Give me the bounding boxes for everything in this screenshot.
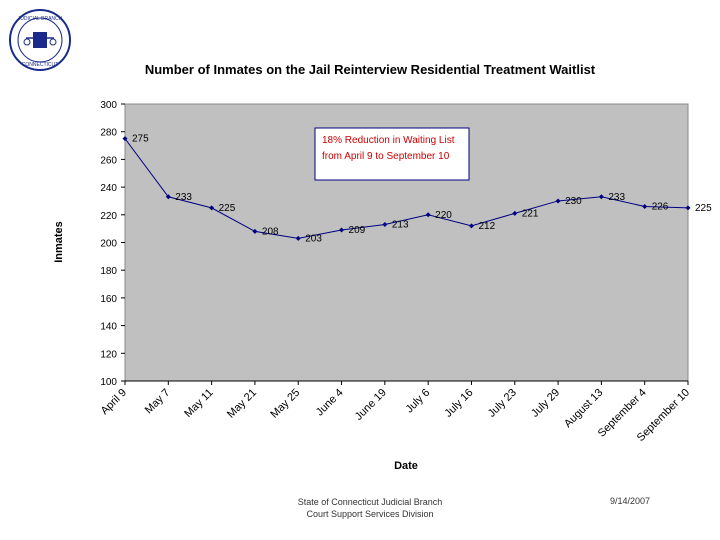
data-point [598,194,604,200]
series-line [124,138,689,239]
chart-title: Number of Inmates on the Jail Reintervie… [144,62,596,77]
data-point [555,198,561,204]
footer-organization: State of Connecticut Judicial Branch Cou… [250,496,490,520]
data-label: 275 [132,134,149,145]
svg-text:CONNECTICUT: CONNECTICUT [22,62,58,68]
y-tick-label: 160 [100,294,117,305]
y-tick-label: 200 [100,239,117,250]
x-tick-label: May 11 [182,387,215,420]
y-tick-label: 220 [100,211,117,222]
data-label: 225 [695,203,712,214]
data-label: 212 [478,221,495,232]
data-point [642,203,648,209]
y-tick-label: 300 [100,100,117,111]
x-axis-label: Date [394,460,418,472]
annotation-text: 18% Reduction in Waiting List [322,135,455,146]
data-point [209,205,215,211]
data-point [685,205,691,211]
data-label: 233 [608,192,625,203]
judicial-seal-logo: JUDICIAL BRANCH CONNECTICUT [9,9,71,71]
data-label: 221 [522,208,539,219]
x-tick-label: August 13 [562,387,606,431]
data-point [122,136,128,142]
data-label: 209 [349,225,366,236]
data-point [252,228,258,234]
y-axis-label: Inmates [53,221,65,263]
data-point [295,235,301,241]
x-tick-label: July 23 [486,387,519,420]
data-label: 225 [219,203,236,214]
data-label: 213 [392,219,409,230]
x-tick-label: July 6 [403,387,432,416]
data-point [468,223,474,229]
y-tick-label: 180 [100,266,117,277]
y-tick-label: 100 [100,377,117,388]
annotation-text: from April 9 to September 10 [322,151,450,162]
x-tick-label: July 29 [529,387,562,420]
data-point [165,194,171,200]
data-label: 208 [262,226,279,237]
x-tick-label: June 4 [314,387,346,419]
x-tick-label: May 25 [268,387,302,421]
x-tick-label: June 19 [353,387,389,423]
data-point [512,210,518,216]
y-tick-label: 280 [100,128,117,139]
data-point [339,227,345,233]
x-tick-label: July 16 [442,387,475,420]
y-tick-label: 240 [100,183,117,194]
y-tick-label: 140 [100,322,117,333]
data-point [425,212,431,218]
y-tick-label: 120 [100,349,117,360]
footer-date: 9/14/2007 [610,496,651,506]
x-tick-label: May 21 [225,387,259,421]
y-tick-label: 260 [100,155,117,166]
data-label: 233 [175,192,192,203]
footer-org-line1: State of Connecticut Judicial Branch [297,497,443,507]
data-label: 226 [652,201,669,212]
data-label: 203 [305,233,322,244]
data-point [382,221,388,227]
x-tick-label: May 7 [143,387,173,417]
footer-org-line2: Court Support Services Division [306,509,434,519]
x-tick-label: April 9 [99,387,130,418]
data-label: 220 [435,210,452,221]
annotation-box [314,127,470,181]
svg-text:JUDICIAL BRANCH: JUDICIAL BRANCH [18,16,63,22]
data-label: 230 [565,196,582,207]
